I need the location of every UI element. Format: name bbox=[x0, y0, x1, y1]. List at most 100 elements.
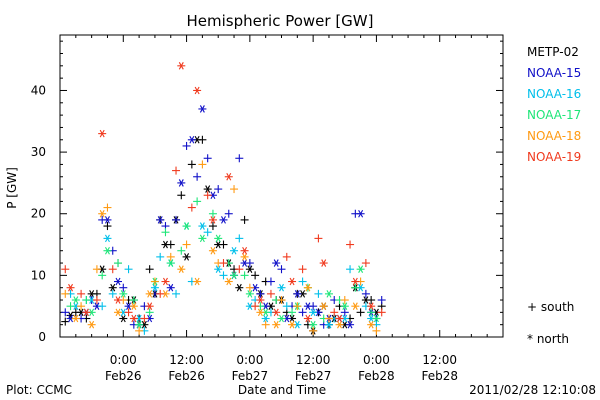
south-data-point bbox=[203, 154, 212, 163]
south-data-point bbox=[150, 277, 159, 286]
south-data-point bbox=[98, 302, 107, 311]
north-data-point bbox=[145, 302, 154, 310]
north-data-point bbox=[324, 320, 333, 329]
south-data-point bbox=[377, 308, 386, 317]
south-data-point bbox=[172, 215, 181, 224]
south-data-point bbox=[351, 283, 360, 292]
south-data-point bbox=[129, 296, 138, 305]
north-data-point bbox=[346, 320, 355, 329]
legend-series-label: NOAA-16 bbox=[527, 87, 581, 101]
south-data-point bbox=[288, 308, 297, 317]
south-data-point bbox=[203, 191, 212, 200]
north-data-point bbox=[177, 179, 186, 187]
north-data-point bbox=[161, 240, 170, 249]
north-data-point bbox=[303, 314, 312, 323]
south-data-point bbox=[240, 271, 249, 280]
south-data-point bbox=[377, 296, 386, 305]
north-data-point bbox=[261, 314, 270, 323]
north-data-point bbox=[129, 302, 138, 310]
south-data-point bbox=[124, 308, 133, 317]
y-tick-label: 40 bbox=[31, 83, 46, 97]
north-data-point bbox=[198, 222, 207, 230]
footer-timestamp: 2011/02/28 12:10:08 bbox=[469, 383, 596, 397]
south-data-point bbox=[235, 234, 244, 243]
north-data-point bbox=[208, 246, 217, 255]
north-data-point bbox=[356, 265, 365, 273]
south-data-point bbox=[340, 296, 349, 305]
x-tick-date-label: Feb27 bbox=[295, 369, 332, 383]
north-data-point bbox=[156, 216, 165, 224]
south-data-point bbox=[372, 326, 381, 335]
south-data-point bbox=[266, 289, 275, 298]
south-data-point bbox=[61, 289, 70, 298]
north-data-point bbox=[367, 302, 376, 310]
north-data-point bbox=[214, 240, 223, 249]
north-data-point bbox=[230, 246, 239, 255]
x-tick-time-label: 0:00 bbox=[363, 353, 390, 367]
south-data-point bbox=[103, 203, 112, 212]
legend-north-marker: * north bbox=[527, 332, 569, 346]
south-data-point bbox=[340, 308, 349, 317]
south-data-point bbox=[108, 289, 117, 298]
north-data-point bbox=[145, 290, 154, 298]
north-data-point bbox=[177, 62, 186, 70]
north-data-point bbox=[214, 265, 223, 273]
north-data-point bbox=[187, 136, 196, 144]
north-data-point bbox=[309, 308, 318, 317]
north-data-point bbox=[87, 290, 96, 298]
north-data-point bbox=[198, 105, 207, 113]
south-data-point bbox=[266, 277, 275, 286]
south-data-point bbox=[314, 234, 323, 243]
north-data-point bbox=[119, 290, 128, 298]
x-tick-date-label: Feb28 bbox=[421, 369, 458, 383]
north-data-point bbox=[66, 283, 75, 292]
south-data-point bbox=[298, 308, 307, 317]
south-data-point bbox=[82, 296, 91, 305]
x-axis: 0:00 Feb26 12:00 Feb26 0:00 Feb27 12:00 Feb27 0:… bbox=[59, 35, 504, 383]
south-data-point bbox=[208, 209, 217, 218]
north-data-point bbox=[240, 253, 249, 261]
north-data-point bbox=[135, 320, 144, 329]
legend-series-label: NOAA-17 bbox=[527, 108, 581, 122]
south-data-point bbox=[346, 240, 355, 249]
north-data-point bbox=[240, 246, 249, 255]
south-data-point bbox=[172, 289, 181, 298]
x-tick-time-label: 12:00 bbox=[296, 353, 331, 367]
north-data-point bbox=[324, 290, 333, 298]
x-tick-time-label: 12:00 bbox=[422, 353, 457, 367]
north-data-point bbox=[182, 253, 191, 261]
south-data-point bbox=[261, 320, 270, 329]
north-data-point bbox=[193, 86, 202, 95]
legend-series-label: NOAA-18 bbox=[527, 129, 581, 143]
x-axis-label: Date and Time bbox=[238, 383, 326, 397]
y-tick-label: 10 bbox=[31, 268, 46, 282]
north-data-point bbox=[230, 271, 239, 280]
north-data-point bbox=[335, 320, 344, 329]
data-points bbox=[61, 62, 386, 335]
south-data-point bbox=[177, 191, 186, 200]
south-data-point bbox=[98, 271, 107, 280]
north-data-point bbox=[272, 320, 281, 329]
north-data-point bbox=[288, 277, 297, 286]
north-data-point bbox=[319, 302, 328, 310]
south-data-point bbox=[277, 296, 286, 305]
south-data-point bbox=[182, 240, 191, 249]
north-data-point bbox=[119, 314, 128, 323]
south-data-point bbox=[324, 314, 333, 323]
north-data-point bbox=[114, 296, 123, 304]
y-tick-label: 20 bbox=[31, 207, 46, 221]
north-data-point bbox=[319, 259, 328, 267]
south-data-point bbox=[182, 141, 191, 150]
south-data-point bbox=[177, 246, 186, 255]
x-tick-time-label: 0:00 bbox=[110, 353, 137, 367]
north-data-point bbox=[161, 277, 170, 286]
north-data-point bbox=[256, 308, 265, 317]
north-data-point bbox=[182, 222, 191, 230]
south-data-point bbox=[119, 283, 128, 292]
north-data-point bbox=[303, 283, 312, 292]
north-data-point bbox=[203, 185, 212, 193]
north-data-point bbox=[108, 283, 117, 292]
chart-title: Hemispheric Power [GW] bbox=[187, 12, 374, 30]
north-data-point bbox=[277, 314, 286, 323]
